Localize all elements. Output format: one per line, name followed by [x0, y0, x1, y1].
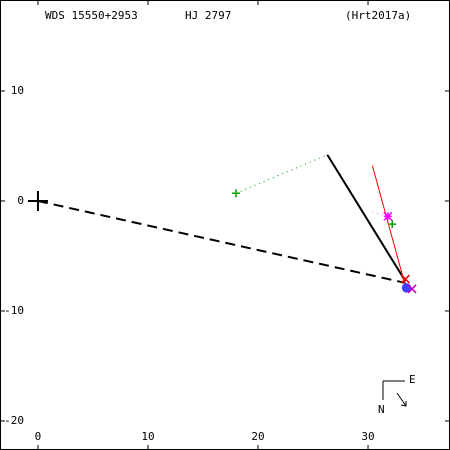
- x-tick-label: 20: [251, 430, 264, 443]
- x-tick-label: 10: [141, 430, 154, 443]
- compass: E N: [378, 373, 416, 416]
- wds-id: WDS 15550+2953: [45, 9, 138, 22]
- y-tick-label: 0: [17, 194, 24, 207]
- y-tick-label: -20: [4, 414, 24, 427]
- motion-arrow: [396, 392, 407, 407]
- orbit-segment: [235, 154, 328, 194]
- orbit-segment: [37, 199, 406, 284]
- star-name: HJ 2797: [185, 9, 231, 22]
- point-cross: [400, 274, 410, 284]
- point-plus: [388, 220, 397, 229]
- primary-star: [27, 190, 48, 211]
- reference: (Hrt2017a): [345, 9, 411, 22]
- compass-north: N: [378, 403, 385, 416]
- x-tick-label: 30: [361, 430, 374, 443]
- orbit-segment: [326, 154, 407, 282]
- point-cross: [407, 284, 417, 294]
- motion-arrow-head: [400, 401, 407, 407]
- orbit-segment: [371, 165, 408, 291]
- point-star: [383, 211, 393, 221]
- y-tick-label: -10: [4, 304, 24, 317]
- compass-east: E: [409, 373, 416, 386]
- point-plus: [232, 189, 241, 198]
- x-tick-label: 0: [35, 430, 42, 443]
- y-tick-label: 10: [11, 84, 24, 97]
